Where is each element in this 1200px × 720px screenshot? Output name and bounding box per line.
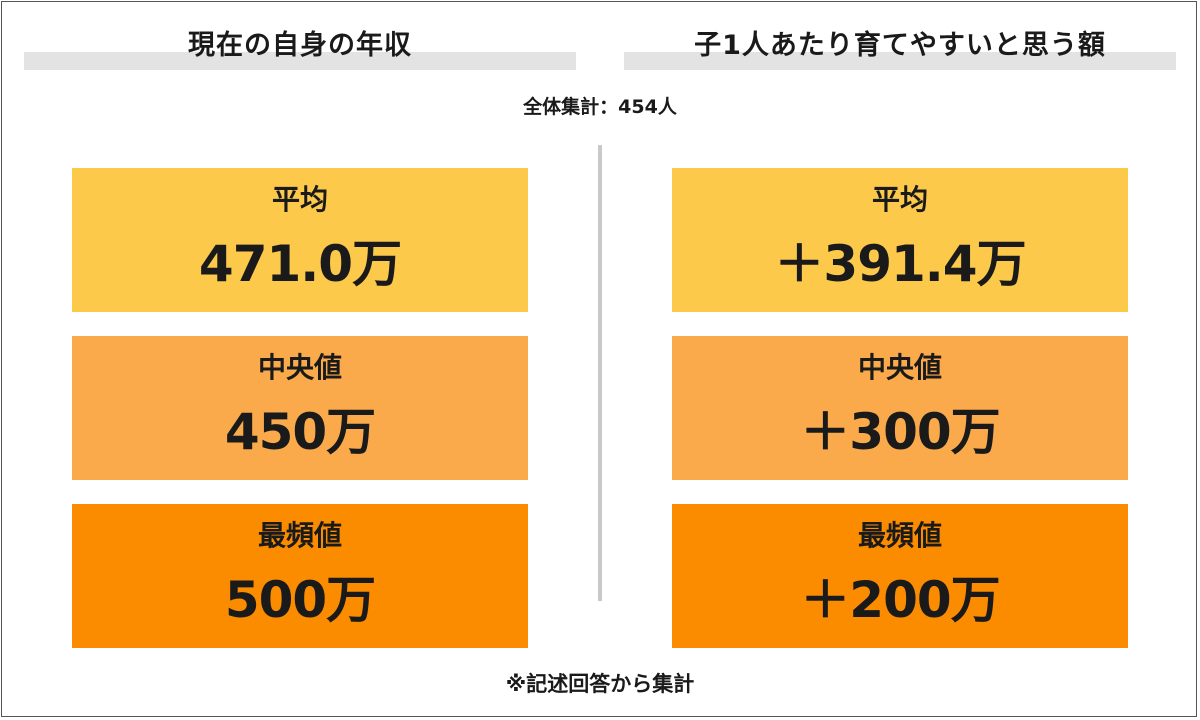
- right-column-header: 子1人あたり育てやすいと思う額: [624, 26, 1176, 70]
- right-median-box: 中央値 ＋300万: [672, 336, 1128, 480]
- right-average-label: 平均: [871, 183, 928, 216]
- right-average-box: 平均 ＋391.4万: [672, 168, 1128, 312]
- left-mode-value: 500万: [224, 571, 376, 629]
- left-mode-box: 最頻値 500万: [72, 504, 528, 648]
- right-column-title: 子1人あたり育てやすいと思う額: [694, 30, 1106, 61]
- right-average-value: ＋391.4万: [774, 235, 1026, 293]
- left-mode-label: 最頻値: [257, 519, 342, 552]
- left-average-value: 471.0万: [198, 235, 402, 293]
- right-mode-box: 最頻値 ＋200万: [672, 504, 1128, 648]
- column-divider: [598, 145, 602, 601]
- right-mode-value: ＋200万: [800, 571, 1000, 629]
- left-median-label: 中央値: [257, 351, 342, 384]
- right-median-label: 中央値: [857, 351, 942, 384]
- total-count: 全体集計：454人: [523, 96, 677, 118]
- right-header-underline: [624, 52, 1176, 70]
- left-median-box: 中央値 450万: [72, 336, 528, 480]
- left-column-header: 現在の自身の年収: [24, 26, 576, 70]
- right-median-value: ＋300万: [800, 403, 1000, 461]
- right-mode-label: 最頻値: [857, 519, 942, 552]
- left-median-value: 450万: [224, 403, 376, 461]
- footnote: ※記述回答から集計: [505, 672, 695, 696]
- left-average-label: 平均: [271, 183, 328, 216]
- left-header-underline: [24, 52, 576, 70]
- left-average-box: 平均 471.0万: [72, 168, 528, 312]
- left-column-title: 現在の自身の年収: [188, 30, 412, 61]
